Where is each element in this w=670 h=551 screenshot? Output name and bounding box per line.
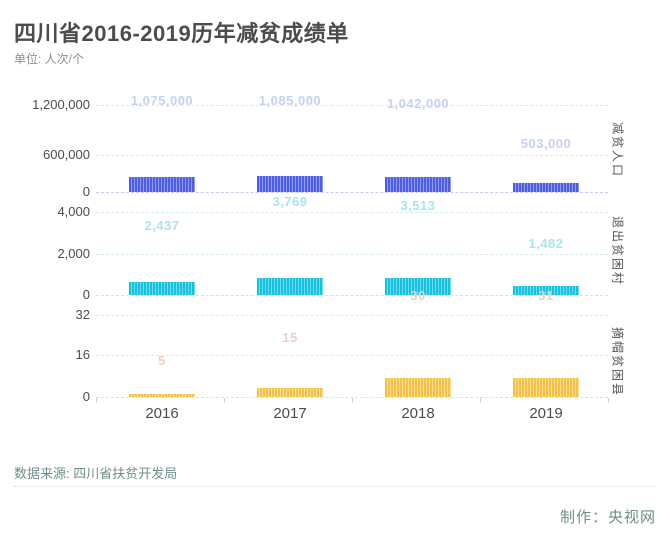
y-axis-tick-label: 1,200,000	[32, 97, 90, 112]
bar-value-label: 30	[410, 288, 426, 303]
bar	[513, 286, 579, 295]
x-axis-tick	[608, 398, 609, 403]
bar-value-label: 5	[158, 353, 166, 368]
y-axis-tick-label: 2,000	[57, 246, 90, 261]
bar	[385, 278, 451, 295]
bar	[257, 278, 323, 295]
data-source-label: 数据来源: 四川省扶贫开发局	[14, 466, 178, 481]
y-axis-tick-label: 4,000	[57, 204, 90, 219]
bar-value-label: 2,437	[144, 218, 180, 233]
bar-value-label: 3,769	[272, 194, 308, 209]
x-axis-year-label: 2018	[401, 405, 435, 422]
bar	[385, 177, 451, 192]
bar-value-label: 31	[538, 288, 554, 303]
x-axis-year-label: 2017	[273, 405, 307, 422]
x-axis-tick	[352, 398, 353, 403]
gridline	[96, 212, 608, 213]
series-axis-name: 退出贫困村	[610, 215, 625, 287]
bar	[513, 183, 579, 192]
axis-zero-line	[96, 295, 608, 296]
axis-zero-line	[96, 192, 608, 193]
x-axis-tick	[480, 398, 481, 403]
bar-value-label: 503,000	[520, 136, 572, 151]
x-axis-year-label: 2019	[529, 405, 563, 422]
series-axis-name: 减贫人口	[610, 121, 625, 179]
bar-value-label: 1,482	[528, 236, 564, 251]
bar	[257, 176, 323, 192]
unit-label: 单位: 人次/个	[14, 52, 85, 66]
gridline	[96, 105, 608, 106]
x-axis-tick	[224, 398, 225, 403]
footer-divider	[14, 486, 656, 487]
x-axis-year-label: 2016	[145, 405, 179, 422]
bar-value-label: 1,075,000	[130, 93, 194, 108]
series-axis-name: 摘帽贫困县	[610, 326, 625, 398]
gridline	[96, 254, 608, 255]
y-axis-tick-label: 0	[82, 184, 90, 199]
bar-value-label: 1,085,000	[258, 93, 322, 108]
gridline	[96, 155, 608, 156]
y-axis-tick-label: 600,000	[43, 147, 90, 162]
y-axis-tick-label: 16	[75, 347, 90, 362]
chart: 1,200,000 600,000 0 1,075,000 1,085,000 1,042…	[0, 85, 670, 430]
y-axis-tick-label: 32	[75, 307, 90, 322]
bar	[257, 388, 323, 397]
bar-value-label: 15	[282, 330, 298, 345]
gridline	[96, 355, 608, 356]
axis-zero-line	[96, 397, 608, 398]
gridline	[96, 315, 608, 316]
y-axis-tick-label: 0	[82, 287, 90, 302]
bar	[129, 177, 195, 192]
bar-value-label: 1,042,000	[386, 96, 450, 111]
bar	[129, 394, 195, 397]
bar	[129, 282, 195, 295]
bar-value-label: 3,513	[400, 198, 436, 213]
y-axis-tick-label: 0	[82, 389, 90, 404]
bar	[385, 378, 451, 397]
page-title: 四川省2016-2019历年减贫成绩单	[14, 21, 349, 46]
credit-label: 制作：央视网	[559, 509, 656, 526]
x-axis-tick	[96, 398, 97, 403]
bar	[513, 378, 579, 397]
